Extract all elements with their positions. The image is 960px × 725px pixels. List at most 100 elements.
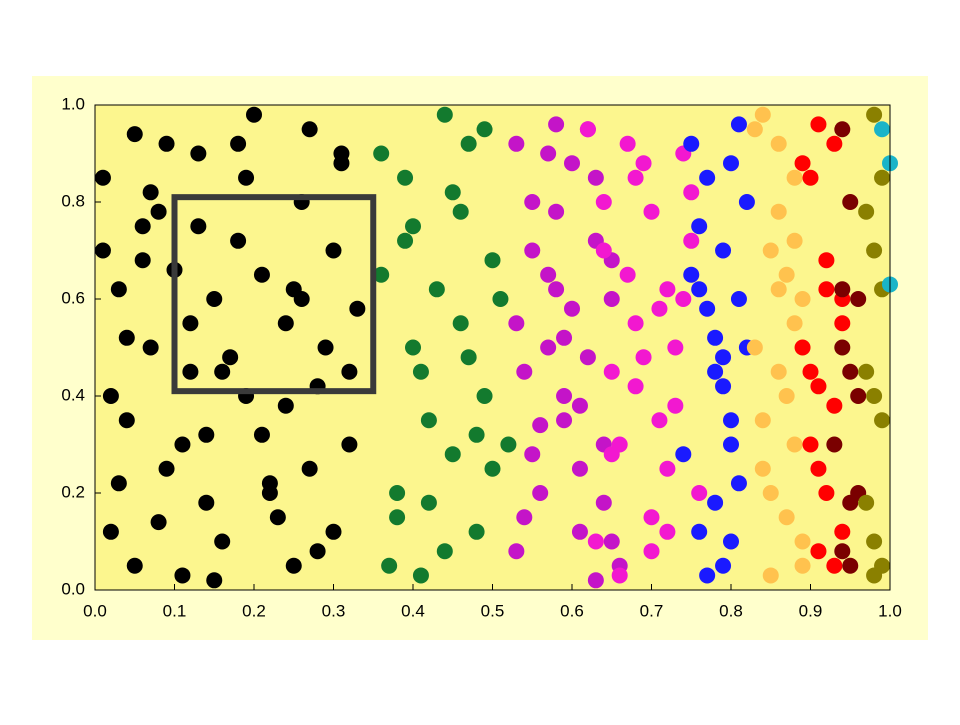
point <box>150 203 167 220</box>
x-tick-label: 0.0 <box>83 601 107 620</box>
point <box>341 436 358 453</box>
marks <box>94 106 898 589</box>
x-tick-label: 0.5 <box>481 601 505 620</box>
point <box>253 266 270 283</box>
point <box>683 135 700 152</box>
point <box>834 543 851 560</box>
point <box>651 300 668 317</box>
point <box>293 291 310 307</box>
point <box>206 291 223 307</box>
point <box>834 281 851 298</box>
point <box>444 184 461 201</box>
point <box>730 475 747 492</box>
point <box>619 135 636 152</box>
point <box>786 232 803 249</box>
point <box>158 135 175 152</box>
x-tick-label: 0.8 <box>719 601 743 620</box>
x-tick-label: 0.2 <box>242 601 266 620</box>
point <box>627 378 644 395</box>
point <box>548 203 565 220</box>
point <box>571 397 588 414</box>
point <box>802 363 819 380</box>
point <box>643 543 660 560</box>
point <box>643 203 660 220</box>
point <box>524 446 541 463</box>
y-tick-label: 1.0 <box>61 94 85 113</box>
point <box>850 388 867 404</box>
point <box>850 291 867 307</box>
x-tick-label: 0.9 <box>799 601 823 620</box>
y-tick-label: 0.6 <box>61 288 85 307</box>
point <box>730 291 747 307</box>
point <box>858 363 875 380</box>
y-tick-label: 0.4 <box>61 385 85 404</box>
point <box>102 523 119 540</box>
point <box>94 169 111 186</box>
point <box>683 266 700 283</box>
point <box>842 557 859 574</box>
point <box>818 252 835 269</box>
point <box>762 567 779 584</box>
point <box>627 169 644 186</box>
point <box>436 106 453 123</box>
point <box>492 291 509 307</box>
point <box>786 169 803 186</box>
point <box>659 460 676 477</box>
point <box>405 339 421 356</box>
plot-area <box>95 105 890 590</box>
point <box>174 567 191 584</box>
point <box>174 436 191 453</box>
point <box>230 232 247 249</box>
point <box>786 436 803 453</box>
point <box>603 446 620 463</box>
point <box>794 533 811 550</box>
point <box>564 300 580 317</box>
y-tick-label: 0.0 <box>61 579 85 598</box>
point <box>556 412 573 429</box>
point <box>826 557 843 574</box>
point <box>182 363 199 380</box>
point <box>460 135 477 152</box>
point <box>778 509 795 526</box>
point <box>707 329 724 346</box>
point <box>874 121 891 138</box>
point <box>715 242 732 259</box>
point <box>579 349 596 366</box>
point <box>842 194 859 210</box>
point <box>397 169 414 186</box>
point <box>301 460 318 477</box>
point <box>810 378 827 395</box>
point <box>651 412 668 429</box>
point <box>556 329 573 346</box>
point <box>667 397 684 414</box>
point <box>603 291 620 307</box>
point <box>532 485 549 501</box>
point <box>412 567 429 584</box>
point <box>723 412 739 429</box>
point <box>142 339 159 356</box>
point <box>579 121 596 138</box>
point <box>468 426 485 443</box>
point <box>277 315 294 332</box>
point <box>373 266 390 283</box>
point <box>595 494 612 511</box>
point <box>548 116 565 133</box>
point <box>802 169 819 186</box>
point <box>810 543 827 560</box>
point <box>94 242 111 259</box>
point <box>110 281 127 298</box>
point <box>866 388 883 404</box>
x-tick-label: 0.7 <box>640 601 664 620</box>
point <box>691 523 708 540</box>
point <box>786 315 803 332</box>
point <box>866 242 883 259</box>
point <box>675 291 692 307</box>
point <box>826 135 843 152</box>
point <box>571 523 588 540</box>
point <box>444 446 461 463</box>
point <box>134 218 151 235</box>
x-tick-label: 0.4 <box>401 601 425 620</box>
point <box>540 266 557 283</box>
